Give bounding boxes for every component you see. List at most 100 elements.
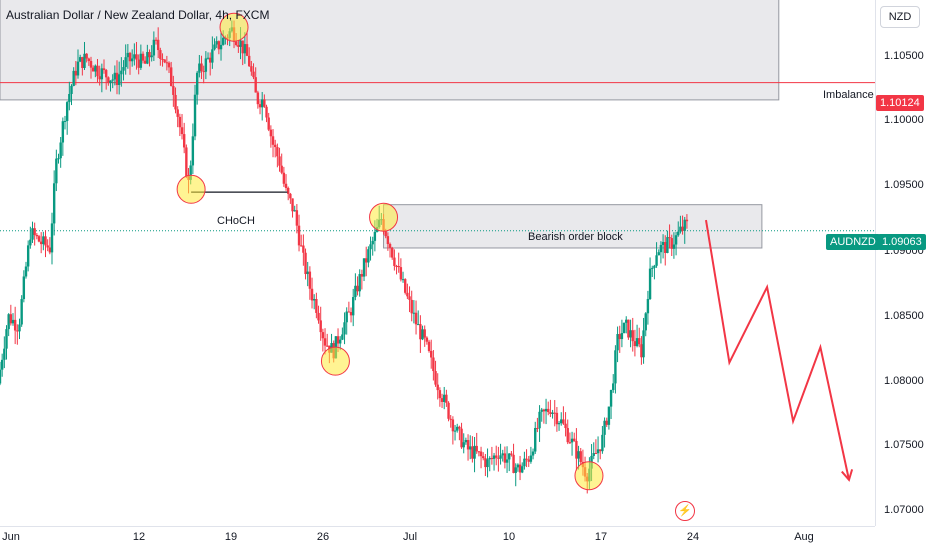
candle-body — [629, 330, 632, 338]
order-block-label: Bearish order block — [528, 231, 623, 243]
candle-body — [336, 336, 340, 344]
candle-body — [427, 341, 431, 351]
projection-path — [704, 219, 850, 481]
candle-body — [419, 324, 422, 340]
candle-body — [323, 338, 327, 346]
candle-body — [668, 237, 671, 239]
currency-button[interactable]: NZD — [880, 6, 920, 28]
candle-body — [61, 121, 65, 143]
candle-body — [5, 329, 8, 349]
candle-body — [91, 67, 95, 72]
candle-body — [319, 320, 322, 333]
candle-body — [234, 41, 238, 46]
candle-body — [672, 244, 676, 249]
candle-body — [657, 252, 660, 256]
candle-body — [397, 265, 400, 268]
candle-body — [438, 390, 442, 399]
candle-body — [206, 57, 210, 59]
candle-body — [655, 255, 658, 266]
candle-body — [475, 445, 478, 452]
candle-body — [453, 430, 457, 432]
candle-body — [573, 438, 576, 441]
candle-body — [83, 53, 86, 68]
candle-body — [96, 65, 99, 77]
candle-body — [542, 409, 546, 412]
candle-body — [250, 66, 253, 72]
candle-body — [616, 334, 619, 351]
candle-body — [284, 183, 288, 189]
candle-body — [529, 455, 533, 462]
candle-body — [33, 228, 36, 235]
candle-body — [547, 408, 550, 413]
candle-body — [237, 45, 240, 47]
x-tick-label: 10 — [502, 531, 516, 543]
candle-body — [0, 359, 4, 370]
candle-body — [278, 156, 281, 166]
candle-body — [169, 67, 173, 87]
candle-body — [677, 231, 680, 236]
candle-body — [104, 70, 108, 78]
candle-body — [462, 442, 465, 448]
lightning-icon[interactable]: ⚡ — [675, 501, 695, 521]
candle-body — [622, 322, 626, 334]
candle-body — [271, 136, 275, 145]
candle-body — [373, 231, 377, 241]
candle-body — [87, 58, 91, 61]
candle-body — [564, 423, 567, 429]
candle-body — [273, 144, 277, 148]
candle-body — [37, 236, 41, 242]
candle-body — [674, 235, 678, 245]
candle-body — [527, 459, 530, 462]
candle-body — [202, 71, 205, 73]
candle-body — [102, 68, 106, 71]
candle-body — [139, 53, 143, 68]
candle-body — [601, 434, 604, 452]
candle-body — [239, 40, 242, 47]
candle-body — [293, 210, 296, 212]
x-tick-label: 17 — [594, 531, 608, 543]
candle-body — [510, 453, 513, 455]
candle-body — [345, 311, 348, 323]
candle-body — [321, 332, 325, 339]
candle-body — [562, 419, 565, 424]
candle-body — [596, 449, 600, 454]
candle-body — [447, 402, 450, 419]
candle-body — [306, 271, 309, 275]
candle-body — [477, 451, 481, 453]
candle-body — [208, 57, 212, 63]
candle-body — [85, 53, 88, 59]
candle-body — [404, 279, 407, 293]
candle-body — [653, 265, 656, 268]
candle-body — [267, 117, 270, 130]
candle-body — [22, 276, 26, 300]
candle-body — [646, 299, 650, 314]
candle-body — [661, 242, 665, 245]
candle-body — [534, 427, 537, 452]
candle-body — [497, 457, 500, 459]
y-tick-label: 1.08500 — [884, 310, 924, 322]
candle-body — [549, 412, 552, 414]
candle-body — [388, 244, 392, 248]
candle-body — [172, 86, 175, 95]
candle-body — [315, 298, 318, 313]
candle-body — [243, 44, 247, 54]
candle-body — [466, 440, 470, 450]
candle-body — [295, 210, 299, 226]
candle-body — [24, 266, 28, 277]
candle-body — [252, 71, 255, 78]
candle-body — [352, 297, 355, 316]
candle-body — [74, 70, 78, 76]
candle-body — [276, 147, 279, 157]
candle-body — [503, 453, 507, 463]
candle-body — [341, 334, 344, 340]
candle-body — [538, 411, 541, 429]
candle-body — [436, 384, 439, 391]
x-tick-label: 24 — [686, 531, 700, 543]
candle-body — [180, 127, 184, 135]
candle-body — [150, 55, 153, 58]
candle-body — [471, 446, 474, 459]
candle-body — [456, 426, 459, 431]
candle-body — [484, 458, 487, 468]
candle-body — [354, 285, 357, 298]
